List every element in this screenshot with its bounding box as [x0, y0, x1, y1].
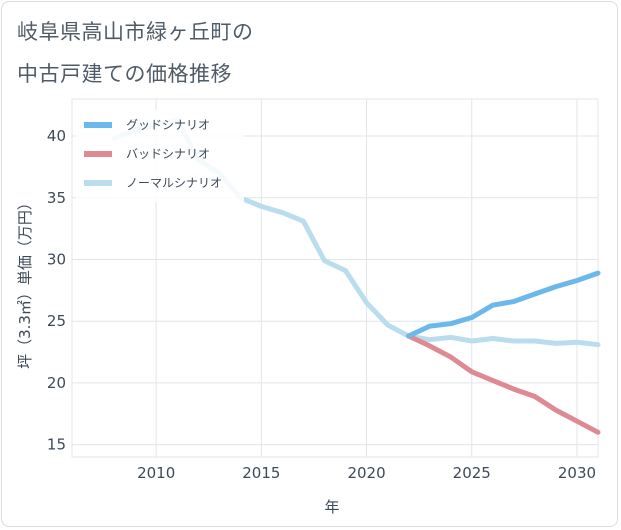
y-tick-label: 40 [47, 127, 66, 145]
y-tick-label: 30 [47, 250, 66, 268]
y-axis-title: 坪（3.3㎡）単価（万円） [16, 195, 34, 369]
y-tick-label: 35 [47, 189, 66, 207]
x-axis-title: 年 [324, 498, 339, 516]
legend-label: バッドシナリオ [126, 147, 210, 161]
y-tick-label: 15 [47, 436, 66, 454]
grid-lines [72, 99, 598, 457]
chart-title-line2: 中古戸建ての価格推移 [17, 62, 232, 86]
x-tick-label: 2015 [242, 464, 280, 482]
series-line-0 [406, 270, 601, 339]
legend-label: グッドシナリオ [126, 118, 210, 132]
x-tick-label: 2030 [558, 464, 596, 482]
x-tick-label: 2010 [137, 464, 175, 482]
chart-title-line1: 岐阜県高山市緑ヶ丘町の [17, 20, 254, 44]
x-tick-label: 2020 [347, 464, 385, 482]
series-line-1 [406, 333, 601, 435]
legend-label: ノーマルシナリオ [126, 176, 222, 190]
y-tick-label: 25 [47, 312, 66, 330]
x-tick-label: 2025 [453, 464, 491, 482]
y-tick-label: 20 [47, 374, 66, 392]
